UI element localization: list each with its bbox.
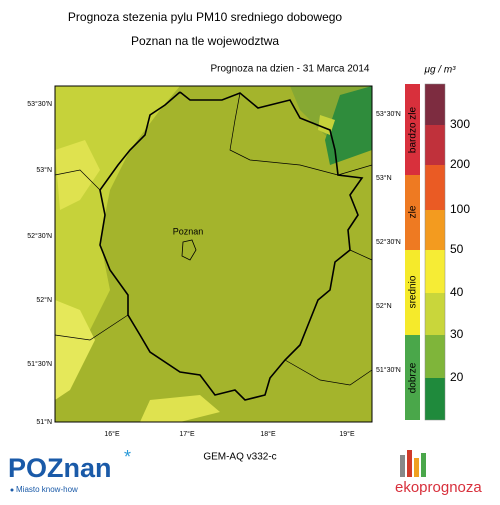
model-label: GEM-AQ v332-c [203, 452, 276, 463]
category-label: dobrze [408, 362, 419, 393]
category-label: zle [408, 205, 419, 218]
lon-label: 19°E [339, 430, 355, 438]
subtitle: Poznan na tle wojewodztwa [131, 34, 279, 48]
title: Prognoza stezenia pylu PM10 sredniego do… [68, 10, 343, 24]
level-label: 50 [450, 242, 464, 256]
lon-label: 16°E [104, 430, 120, 438]
lat-label: 53°30'N [27, 100, 52, 108]
logo-star: * [124, 447, 131, 467]
lat-label: 52°N [376, 302, 392, 310]
category-label: srednio [408, 275, 419, 308]
legend: bardzo zle zle srednio dobrze 300 200 10… [405, 83, 470, 421]
level-label: 20 [450, 370, 464, 384]
lon-labels: 16°E 17°E 18°E 19°E [104, 430, 355, 438]
lat-label: 52°30'N [27, 232, 52, 240]
lat-label: 53°N [36, 166, 52, 174]
lat-label: 52°30'N [376, 238, 401, 246]
forecast-date: Prognoza na dzien - 31 Marca 2014 [211, 64, 370, 75]
lon-label: 18°E [260, 430, 276, 438]
lon-label: 17°E [179, 430, 195, 438]
logo-right: ekoprognoza [395, 479, 482, 496]
category-label: bardzo zle [408, 106, 419, 153]
level-label: 40 [450, 285, 464, 299]
logo-left: POZnan [8, 453, 112, 483]
unit: μg / m³ [423, 65, 456, 76]
map: Poznan [54, 85, 373, 423]
level-label: 300 [450, 117, 470, 131]
lat-label: 51°30'N [376, 366, 401, 374]
level-label: 30 [450, 327, 464, 341]
lat-label: 53°30'N [376, 110, 401, 118]
lat-label: 51°30'N [27, 360, 52, 368]
level-label: 200 [450, 157, 470, 171]
lat-left: 53°30'N 53°N 52°30'N 52°N 51°30'N 51°N [27, 100, 52, 426]
bullet [10, 488, 14, 492]
lat-label: 53°N [376, 174, 392, 182]
lat-label: 52°N [36, 296, 52, 304]
lat-right: 53°30'N 53°N 52°30'N 52°N 51°30'N [376, 110, 401, 374]
city-label: Poznan [173, 226, 204, 236]
tagline: Miasto know-how [16, 485, 78, 494]
lat-label: 51°N [36, 418, 52, 426]
eko-icon [400, 450, 426, 477]
level-label: 100 [450, 202, 470, 216]
